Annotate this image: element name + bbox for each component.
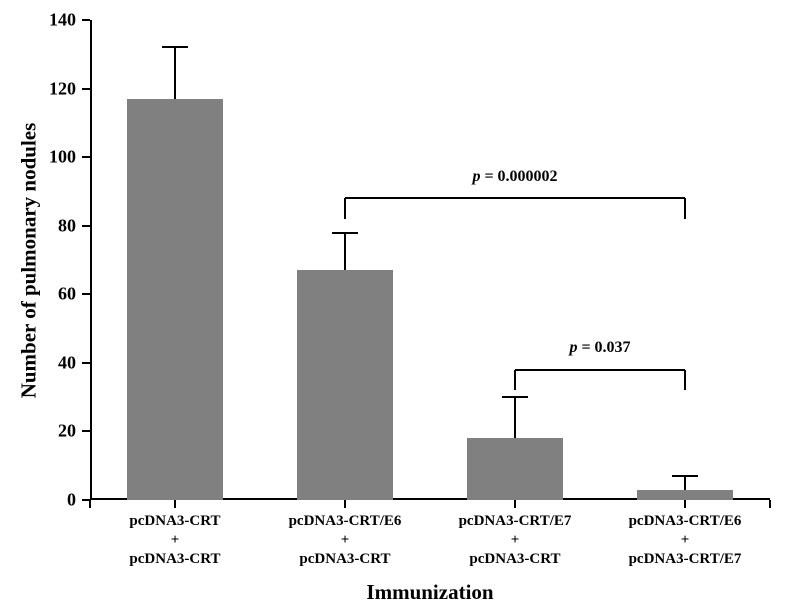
annotation-bracket-end xyxy=(684,370,686,391)
annotation-bracket-end xyxy=(684,198,686,219)
annotation-bracket xyxy=(515,369,685,371)
p-value-label: p = 0.037 xyxy=(569,339,630,357)
annotation-bracket-end xyxy=(514,370,516,391)
error-bar-stem xyxy=(344,233,346,271)
error-bar-cap xyxy=(502,396,528,398)
bar-chart: Number of pulmonary nodules 020406080100… xyxy=(0,0,800,616)
error-bar-cap xyxy=(672,475,698,477)
y-tick-label: 80 xyxy=(58,215,90,236)
bar xyxy=(637,490,732,500)
error-bar-stem xyxy=(514,397,516,438)
x-axis-title: Immunization xyxy=(90,580,770,605)
x-tick xyxy=(769,500,771,508)
bar xyxy=(467,438,562,500)
error-bar-cap xyxy=(162,46,188,48)
y-tick-label: 60 xyxy=(58,284,90,305)
x-tick xyxy=(89,500,91,508)
y-axis-title: Number of pulmonary nodules xyxy=(14,0,44,520)
error-bar-cap xyxy=(332,232,358,234)
p-value-label: p = 0.000002 xyxy=(472,168,557,186)
y-tick-label: 0 xyxy=(67,490,90,511)
x-category-label: pcDNA3-CRT/E6+pcDNA3-CRT/E7 xyxy=(629,500,742,568)
x-category-label: pcDNA3-CRT/E6+pcDNA3-CRT xyxy=(289,500,402,568)
y-tick-label: 120 xyxy=(49,78,90,99)
error-bar-stem xyxy=(684,476,686,490)
y-tick-label: 40 xyxy=(58,352,90,373)
plot-area: 020406080100120140pcDNA3-CRT+pcDNA3-CRTp… xyxy=(90,20,770,500)
y-tick-label: 140 xyxy=(49,10,90,31)
y-tick-label: 100 xyxy=(49,147,90,168)
y-axis-line xyxy=(90,20,92,500)
annotation-bracket xyxy=(345,197,685,199)
bar xyxy=(297,270,392,500)
y-tick-label: 20 xyxy=(58,421,90,442)
x-category-label: pcDNA3-CRT+pcDNA3-CRT xyxy=(129,500,220,568)
y-axis-title-text: Number of pulmonary nodules xyxy=(17,122,42,398)
bar xyxy=(127,99,222,500)
x-category-label: pcDNA3-CRT/E7+pcDNA3-CRT xyxy=(459,500,572,568)
annotation-bracket-end xyxy=(344,198,346,219)
error-bar-stem xyxy=(174,47,176,98)
